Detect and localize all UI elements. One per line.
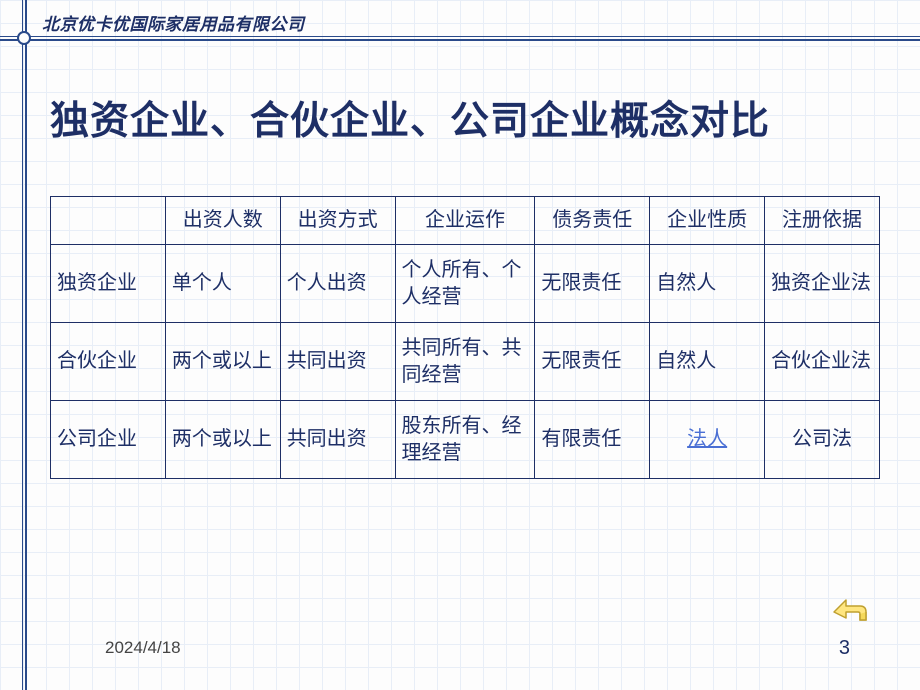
footer-page-number: 3 xyxy=(839,637,850,660)
table-cell: 共同出资 xyxy=(280,401,395,479)
row-label: 独资企业 xyxy=(51,245,166,323)
table-row: 独资企业 单个人 个人出资 个人所有、个人经营 无限责任 自然人 独资企业法 xyxy=(51,245,880,323)
link-text: 法人 xyxy=(687,428,727,450)
table-header-cell: 出资方式 xyxy=(280,197,395,245)
table-cell: 独资企业法 xyxy=(765,245,880,323)
footer-date: 2024/4/18 xyxy=(105,638,181,658)
table-header-row: 出资人数 出资方式 企业运作 债务责任 企业性质 注册依据 xyxy=(51,197,880,245)
table-cell: 个人出资 xyxy=(280,245,395,323)
company-name: 北京优卡优国际家居用品有限公司 xyxy=(42,10,305,35)
comparison-table: 出资人数 出资方式 企业运作 债务责任 企业性质 注册依据 独资企业 单个人 个… xyxy=(50,196,880,479)
row-label: 公司企业 xyxy=(51,401,166,479)
table-header-cell: 注册依据 xyxy=(765,197,880,245)
table-row: 公司企业 两个或以上 共同出资 股东所有、经理经营 有限责任 法人 公司法 xyxy=(51,401,880,479)
return-icon[interactable] xyxy=(828,592,872,632)
table-cell: 股东所有、经理经营 xyxy=(395,401,535,479)
table-header-cell: 出资人数 xyxy=(165,197,280,245)
table-cell-link[interactable]: 法人 xyxy=(650,401,765,479)
table-cell: 个人所有、个人经营 xyxy=(395,245,535,323)
table-cell: 共同所有、共同经营 xyxy=(395,323,535,401)
row-label: 合伙企业 xyxy=(51,323,166,401)
table-cell: 自然人 xyxy=(650,245,765,323)
table-cell: 有限责任 xyxy=(535,401,650,479)
table-row: 合伙企业 两个或以上 共同出资 共同所有、共同经营 无限责任 自然人 合伙企业法 xyxy=(51,323,880,401)
table-header-cell: 企业运作 xyxy=(395,197,535,245)
table-cell: 共同出资 xyxy=(280,323,395,401)
table-cell: 两个或以上 xyxy=(165,401,280,479)
page-title: 独资企业、合伙企业、公司企业概念对比 xyxy=(50,90,770,146)
table-cell: 合伙企业法 xyxy=(765,323,880,401)
table-cell: 无限责任 xyxy=(535,245,650,323)
table-cell: 无限责任 xyxy=(535,323,650,401)
left-rule xyxy=(22,0,27,690)
table-header-cell xyxy=(51,197,166,245)
table-cell: 单个人 xyxy=(165,245,280,323)
table-cell: 公司法 xyxy=(765,401,880,479)
table-cell: 两个或以上 xyxy=(165,323,280,401)
table-header-cell: 企业性质 xyxy=(650,197,765,245)
top-rule xyxy=(0,36,920,41)
table-header-cell: 债务责任 xyxy=(535,197,650,245)
table-cell: 自然人 xyxy=(650,323,765,401)
corner-dot-icon xyxy=(17,31,31,45)
